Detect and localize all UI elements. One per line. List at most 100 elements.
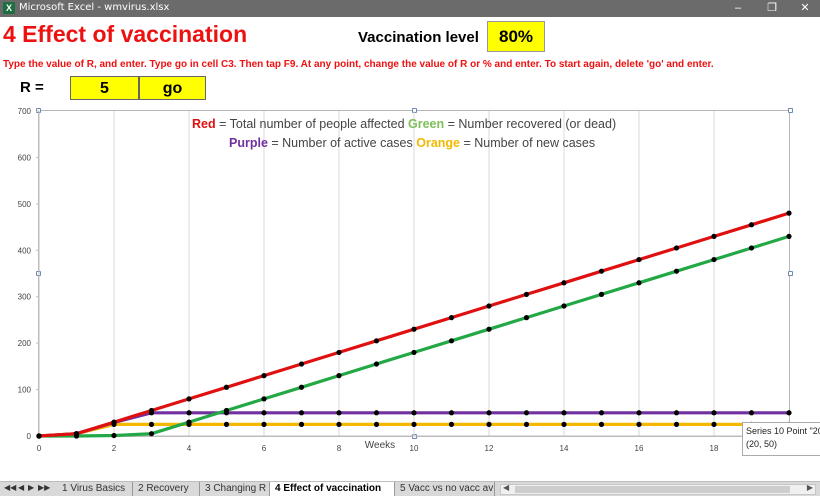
data-point-purple (448, 410, 455, 416)
data-point-red (336, 349, 342, 356)
first-sheet-icon[interactable]: ◀◀ (4, 483, 17, 492)
x-tick-label: 0 (37, 444, 42, 453)
data-point-purple (786, 410, 792, 416)
data-point-red (148, 407, 155, 414)
data-point-purple (711, 410, 717, 416)
data-point-green (373, 361, 380, 367)
scroll-left-icon[interactable]: ◀ (503, 483, 510, 492)
x-tick-label: 2 (112, 444, 117, 453)
data-point-red (786, 210, 792, 216)
data-point-red (298, 361, 305, 367)
line-chart[interactable]: 0 2 4 6 8 10 12 14 16 18 0 100 200 300 400 500 600 700 Re… (0, 103, 820, 463)
x-tick-label: 18 (710, 444, 719, 453)
data-point-purple (411, 410, 417, 416)
data-point-orange (673, 421, 680, 427)
data-point-red (486, 303, 492, 309)
legend-key-purple: Purple (229, 136, 268, 150)
sheet-tab[interactable]: 1 Virus Basics (57, 482, 133, 496)
data-point-orange (223, 421, 230, 427)
chart-resize-handle[interactable] (788, 271, 793, 276)
data-point-purple (261, 410, 267, 416)
y-tick-label: 200 (18, 339, 32, 348)
chart-grid (113, 111, 715, 436)
data-point-purple (673, 410, 680, 416)
data-point-red (411, 326, 417, 332)
sheet-tab[interactable]: 3 Changing R (200, 482, 270, 496)
scroll-right-icon[interactable]: ▶ (806, 483, 813, 492)
data-point-green (448, 338, 455, 344)
data-point-purple (298, 410, 305, 416)
go-cell[interactable]: go (139, 76, 206, 100)
data-point-purple (186, 410, 192, 416)
data-point-green (336, 373, 342, 379)
excel-icon: X (3, 2, 15, 14)
data-point-red (748, 222, 755, 228)
data-point-green (411, 349, 417, 356)
y-tick-label: 700 (18, 107, 32, 116)
data-point-purple (523, 410, 530, 416)
sheet-heading: 4 Effect of vaccination (3, 21, 248, 47)
data-point-red (36, 433, 42, 439)
data-point-green (111, 432, 117, 439)
chart-points (36, 210, 792, 439)
worksheet[interactable]: 4 Effect of vaccination Vaccination leve… (0, 17, 820, 481)
last-sheet-icon[interactable]: ▶▶ (38, 483, 51, 492)
y-tick-label: 400 (18, 246, 32, 255)
data-point-orange (298, 421, 305, 427)
instructions-text: Type the value of R, and enter. Type go … (3, 59, 714, 70)
minimize-button[interactable]: – (734, 2, 742, 14)
tooltip-line2: (20, 50) (746, 439, 778, 449)
r-value-cell[interactable]: 5 (70, 76, 139, 100)
sheet-tab[interactable]: 4 Effect of vaccination (270, 482, 395, 496)
y-tick-label: 100 (18, 386, 32, 395)
sheet-tab[interactable]: 2 Recovery (133, 482, 200, 496)
data-point-purple (748, 410, 755, 416)
vaccination-level-cell[interactable]: 80% (487, 21, 545, 52)
data-point-red (561, 280, 567, 286)
next-sheet-icon[interactable]: ▶ (28, 483, 35, 492)
data-point-red (673, 245, 680, 251)
data-point-red (598, 268, 605, 274)
data-point-orange (261, 421, 267, 427)
sheet-tab[interactable]: 5 Vacc vs no vacc av (395, 482, 495, 496)
data-point-orange (448, 421, 455, 427)
data-point-green (523, 315, 530, 321)
data-point-green (261, 396, 267, 402)
x-tick-label: 16 (635, 444, 644, 453)
vaccination-label: Vaccination level (358, 29, 479, 46)
prev-sheet-icon[interactable]: ◀ (18, 483, 25, 492)
data-point-purple (636, 410, 642, 416)
data-point-orange (636, 421, 642, 427)
x-tick-label: 12 (485, 444, 494, 453)
data-point-orange (711, 421, 717, 427)
data-point-orange (561, 421, 567, 427)
x-tick-label: 8 (337, 444, 342, 453)
data-point-green (748, 245, 755, 251)
data-point-green (673, 268, 680, 274)
data-point-orange (336, 421, 342, 427)
data-point-green (223, 407, 230, 414)
sheet-tab-bar: ◀◀ ◀ ▶ ▶▶ 1 Virus Basics 2 Recovery 3 Chan… (0, 481, 820, 496)
data-point-red (448, 315, 455, 321)
chart-resize-handle[interactable] (788, 108, 793, 113)
legend-row: Purple = Number of active cases Orange =… (229, 136, 595, 150)
data-point-green (486, 326, 492, 332)
data-point-green (636, 280, 642, 286)
r-label: R = (20, 79, 44, 96)
data-point-purple (486, 410, 492, 416)
data-point-red (523, 291, 530, 297)
data-point-green (186, 419, 192, 425)
x-axis-label: Weeks (365, 440, 395, 451)
legend-key-green: Green (408, 117, 444, 131)
title-bar: X Microsoft Excel - wmvirus.xlsx – ❐ ✕ (0, 0, 820, 17)
x-tick-label: 14 (560, 444, 569, 453)
data-point-red (711, 233, 717, 239)
legend-key-orange: Orange (416, 136, 460, 150)
restore-button[interactable]: ❐ (767, 2, 777, 14)
scroll-thumb[interactable] (515, 486, 790, 493)
close-button[interactable]: ✕ (800, 2, 810, 14)
y-tick-label: 500 (18, 200, 32, 209)
horizontal-scrollbar[interactable]: ◀ ▶ (500, 483, 816, 495)
data-point-red (73, 431, 80, 437)
data-point-orange (411, 421, 417, 427)
